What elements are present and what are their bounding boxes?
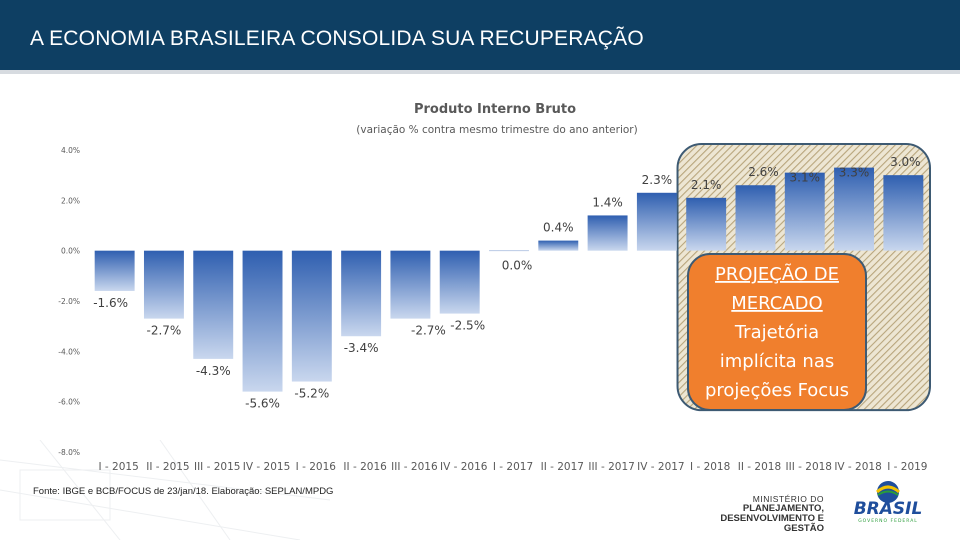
x-tick-label: IV - 2017	[637, 461, 684, 473]
chart-title: Produto Interno Bruto	[414, 102, 576, 117]
bar-i-2016	[291, 250, 332, 382]
bar-i-2017	[489, 250, 529, 252]
bar-ii-2018	[735, 185, 776, 251]
background-watermark	[0, 440, 330, 540]
callout-line-4: implícita nas	[720, 351, 835, 372]
callout-line-2: MERCADO	[731, 293, 822, 314]
x-tick-label: I - 2015	[98, 461, 138, 473]
callout-line-3: Trajetória	[734, 322, 819, 343]
source-note: Fonte: IBGE e BCB/FOCUS de 23/jan/18. El…	[33, 486, 334, 497]
y-tick-label: 4.0%	[61, 146, 80, 155]
bar-iv-2018	[834, 167, 875, 251]
bar-ii-2016	[341, 250, 382, 337]
bar-iii-2016	[390, 250, 431, 319]
chart-subtitle: (variação % contra mesmo trimestre do an…	[356, 124, 637, 136]
y-tick-label: -6.0%	[58, 398, 80, 407]
data-label: 2.3%	[642, 173, 673, 187]
data-label: -5.2%	[294, 387, 329, 401]
data-label: -2.5%	[450, 319, 485, 333]
data-label: 0.0%	[502, 259, 533, 273]
projection-callout	[687, 253, 867, 411]
header-bar: A ECONOMIA BRASILEIRA CONSOLIDA SUA RECU…	[0, 0, 960, 70]
data-label: -2.7%	[147, 324, 182, 338]
x-tick-label: IV - 2016	[440, 461, 488, 473]
x-tick-label: III - 2018	[786, 461, 832, 473]
data-label: 3.1%	[790, 171, 821, 185]
ministry-line1: MINISTÉRIO DO	[752, 494, 824, 504]
bar-i-2019	[883, 175, 924, 251]
bar-i-2018	[686, 197, 727, 251]
brasil-logo-word: BRASIL	[854, 499, 923, 519]
data-label: 2.6%	[748, 165, 779, 179]
bar-iv-2017	[636, 192, 677, 251]
y-tick-label: -2.0%	[58, 297, 80, 306]
data-label: 3.3%	[839, 166, 870, 180]
data-label: -4.3%	[196, 364, 231, 378]
bar-ii-2015	[143, 250, 184, 319]
bar-iii-2015	[193, 250, 234, 359]
data-label: -3.4%	[344, 341, 379, 355]
data-label: 3.0%	[890, 155, 921, 169]
ministry-line3: DESENVOLVIMENTO E GESTÃO	[720, 513, 824, 534]
y-tick-label: 0.0%	[61, 247, 80, 256]
x-tick-label: III - 2016	[391, 461, 438, 473]
x-tick-label: I - 2017	[493, 461, 533, 473]
y-tick-label: 2.0%	[61, 196, 80, 205]
callout-line-5: projeções Focus	[705, 380, 849, 401]
y-tick-label: -8.0%	[58, 448, 80, 457]
data-label: -1.6%	[93, 296, 128, 310]
brasil-logo: BRASIL GOVERNO FEDERAL	[854, 481, 923, 524]
ministry-line2: PLANEJAMENTO,	[742, 503, 824, 514]
bar-iv-2015	[242, 250, 283, 392]
data-label: -2.7%	[411, 324, 446, 338]
x-tick-label: III - 2017	[588, 461, 634, 473]
x-tick-label: IV - 2018	[834, 461, 881, 473]
x-tick-label: I - 2016	[296, 461, 337, 473]
gdp-chart: Produto Interno Bruto (variação % contra…	[58, 102, 931, 473]
page-title: A ECONOMIA BRASILEIRA CONSOLIDA SUA RECU…	[30, 27, 644, 50]
x-tick-label: IV - 2015	[243, 461, 290, 473]
x-tick-label: II - 2017	[541, 461, 584, 473]
data-label: 1.4%	[592, 195, 623, 209]
y-tick-label: -4.0%	[58, 347, 80, 356]
data-label: 0.4%	[543, 221, 574, 235]
x-tick-label: I - 2019	[887, 461, 927, 473]
bar-i-2015	[94, 250, 135, 291]
x-tick-label: II - 2016	[343, 461, 387, 473]
data-label: 2.1%	[691, 178, 722, 192]
x-tick-label: I - 2018	[690, 461, 730, 473]
x-tick-label: II - 2015	[146, 461, 189, 473]
x-tick-label: III - 2015	[194, 461, 240, 473]
bar-iii-2017	[587, 215, 628, 251]
bar-iii-2018	[784, 172, 825, 251]
bar-ii-2017	[538, 240, 579, 251]
header-divider	[0, 70, 960, 74]
data-label: -5.6%	[245, 397, 280, 411]
x-tick-label: II - 2018	[738, 461, 781, 473]
ministry-logo-text: MINISTÉRIO DO PLANEJAMENTO, DESENVOLVIME…	[678, 494, 824, 534]
brasil-logo-subtext: GOVERNO FEDERAL	[858, 518, 918, 524]
callout-line-1: PROJEÇÃO DE	[715, 263, 839, 285]
bar-iv-2016	[439, 250, 480, 314]
